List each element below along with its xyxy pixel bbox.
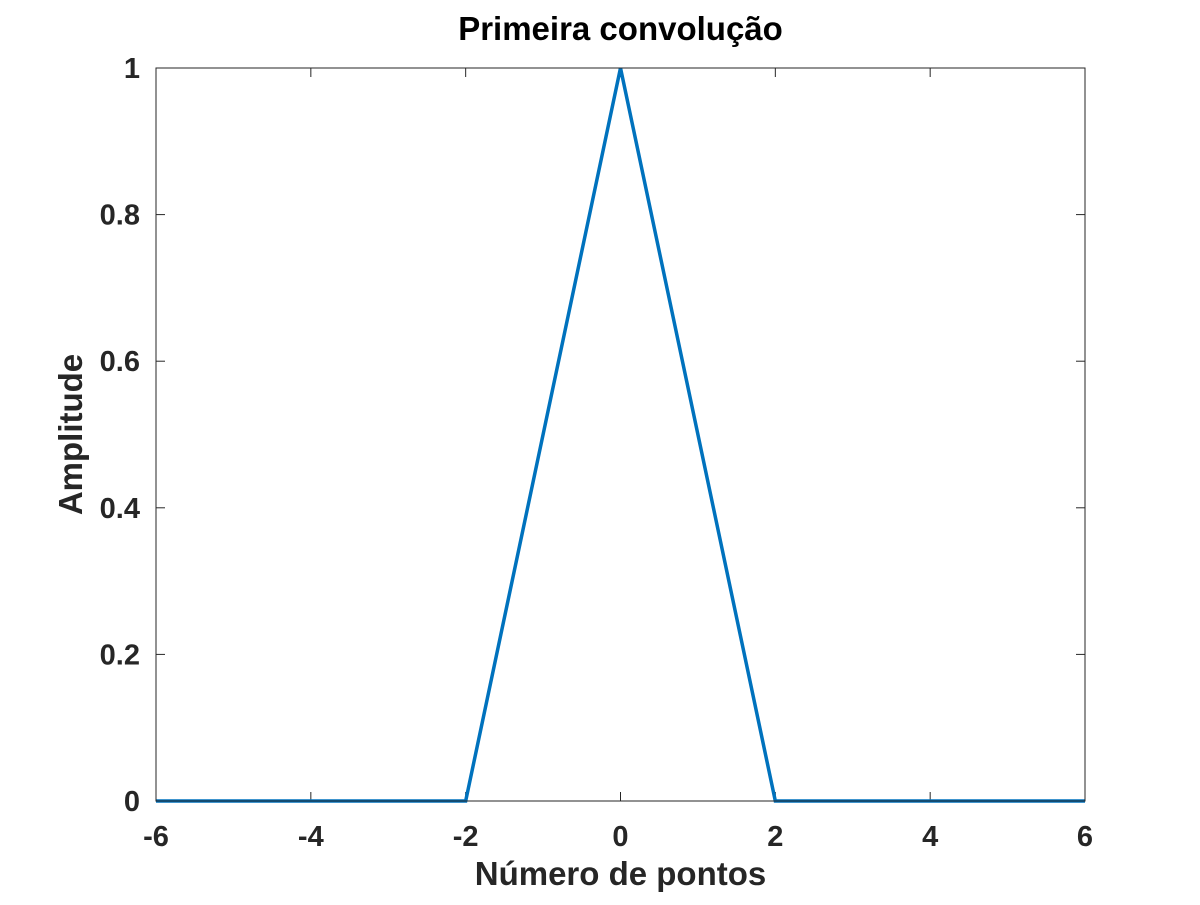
x-tick-label: 0	[612, 821, 628, 853]
x-tick-label: 6	[1077, 821, 1093, 853]
plot-area	[156, 68, 1085, 801]
x-tick-label: -6	[143, 821, 169, 853]
tick-labels: -6 -4 -2 0 2 4 6 0 0.2 0.4 0.6 0.8 1	[100, 53, 1093, 853]
y-tick-label: 1	[124, 53, 140, 85]
chart-title: Primeira convolução	[458, 10, 783, 47]
y-tick-label: 0	[124, 786, 140, 818]
y-tick-label: 0.4	[100, 493, 140, 525]
x-tick-label: 2	[767, 821, 783, 853]
y-tick-label: 0.8	[100, 200, 140, 232]
y-tick-label: 0.2	[100, 639, 140, 671]
axes-box	[155, 67, 1086, 802]
y-axis-label: Amplitude	[52, 354, 89, 515]
x-tick-label: 4	[922, 821, 938, 853]
x-axis-label: Número de pontos	[475, 855, 767, 892]
y-tick-label: 0.6	[100, 346, 140, 378]
x-tick-label: -2	[453, 821, 479, 853]
x-tick-label: -4	[298, 821, 324, 853]
